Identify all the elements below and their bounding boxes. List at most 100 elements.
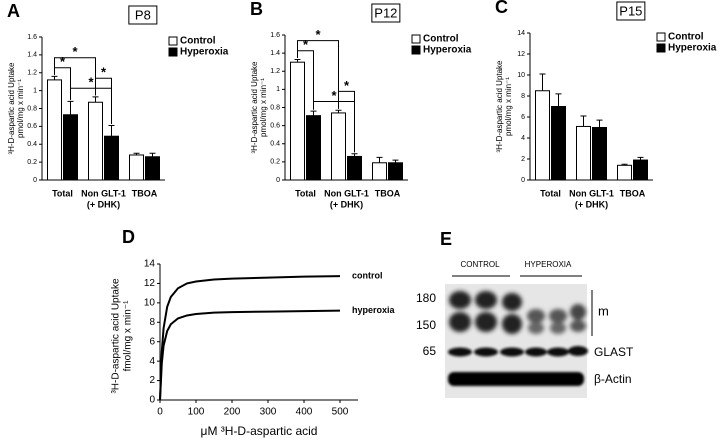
significance-bracket [297,40,339,109]
error-bar [555,93,562,107]
error-bar [392,159,399,163]
bar [617,164,632,181]
chart-title: P8 [135,7,151,22]
significance-bracket [54,57,96,96]
legend-swatch [411,45,421,55]
x-tick-label: 500 [332,407,349,418]
y-tick-label: 1.4 [27,52,37,59]
y-tick-label: 6 [149,336,155,347]
error-bar [335,109,342,113]
bar [535,90,550,181]
legend-swatch [168,36,178,46]
error-bar [351,153,358,157]
error-bar [108,124,115,137]
y-tick-label: 0 [276,177,280,184]
bar [63,114,78,181]
y-tick-label: 14 [517,30,525,37]
y-tick-label: 1 [276,86,280,93]
y-tick-label: 0.4 [27,141,37,148]
y-tick-label: 8 [521,93,525,100]
y-tick-label: 2 [149,375,155,386]
bar [576,125,591,181]
x-axis-label: μM ³H-D-aspartic acid [201,424,318,438]
panel-letter: B [250,0,263,19]
x-tick-label: Total [52,188,73,198]
y-tick-label: 12 [144,278,156,289]
legend-swatch [168,47,178,57]
y-axis-label: pmol/mg x min⁻¹ [16,79,25,138]
y-tick-label: 1.2 [27,70,37,77]
y-axis-label: ³H-D-aspartic acid Uptake [250,61,259,154]
error-bar [133,152,140,155]
y-tick-label: 14 [144,259,156,270]
title-box [616,1,646,21]
m-bands [449,291,586,334]
x-tick-label: 100 [188,407,205,418]
group-label: HYPEROXIA [525,260,572,269]
marker-label: 65 [423,344,437,358]
x-tick-label: (+ DHK) [330,199,363,209]
marker-label: 180 [416,291,436,305]
chart-title: P12 [374,5,397,20]
significance-label: * [315,27,321,42]
significance-label: * [101,65,107,80]
y-tick-label: 10 [517,72,525,79]
legend-swatch [411,34,421,44]
bar [290,61,305,181]
legend-label: Control [180,36,216,47]
panel-letter: A [7,1,20,21]
x-tick-label: 400 [296,407,313,418]
y-axis-label: fmol/mg x min⁻¹ [123,300,134,372]
title-box [371,3,401,23]
bar [331,112,346,181]
legend-label: Control [423,34,459,45]
y-tick-label: 1.6 [270,32,280,39]
band-label: β-Actin [594,372,632,386]
error-bar [149,152,156,157]
y-tick-label: 1.4 [270,50,280,57]
x-tick-label: TBOA [132,188,158,198]
y-tick-label: 1 [33,87,37,94]
error-bar [621,163,628,166]
y-tick-label: 4 [521,135,525,142]
y-tick-label: 1.2 [270,68,280,75]
bar [388,162,403,181]
significance-bracket [95,77,112,125]
x-tick-label: Total [295,188,316,198]
y-axis-label: ³H-D-aspartic acid Uptake [7,62,16,155]
legend-swatch [656,32,666,42]
bar [306,115,321,181]
bar [145,156,160,181]
significance-label: * [60,54,66,69]
significance-label: * [303,37,309,52]
glast-bands [448,346,588,357]
x-tick-label: 0 [157,407,163,418]
line-label: hyperoxia [352,305,396,315]
panel-letter: E [440,229,452,249]
line [159,309,341,401]
line-label: control [352,271,383,281]
bracket-label: m [598,303,609,318]
error-bar [539,73,546,91]
error-bar [596,119,603,128]
x-tick-label: TBOA [620,188,646,198]
chart-title: P15 [619,3,642,18]
error-bar [92,96,99,103]
x-tick-label: Non GLT-1 [324,188,369,198]
x-tick-label: 200 [224,407,241,418]
error-bar [376,156,383,163]
y-tick-label: 0.6 [270,122,280,129]
error-bar [310,110,317,116]
y-axis-label: ³H-D-aspartic acid Uptake [111,278,122,393]
line [159,275,341,401]
significance-label: * [72,44,78,59]
significance-label: * [344,78,350,93]
panel-letter: D [122,227,135,247]
band-label: GLAST [594,345,634,359]
y-tick-label: 6 [521,114,525,121]
x-tick-label: 300 [260,407,277,418]
y-tick-label: 0.8 [27,105,37,112]
group-label: CONTROL [460,260,500,269]
y-tick-label: 0.4 [270,141,280,148]
bar [88,101,103,181]
